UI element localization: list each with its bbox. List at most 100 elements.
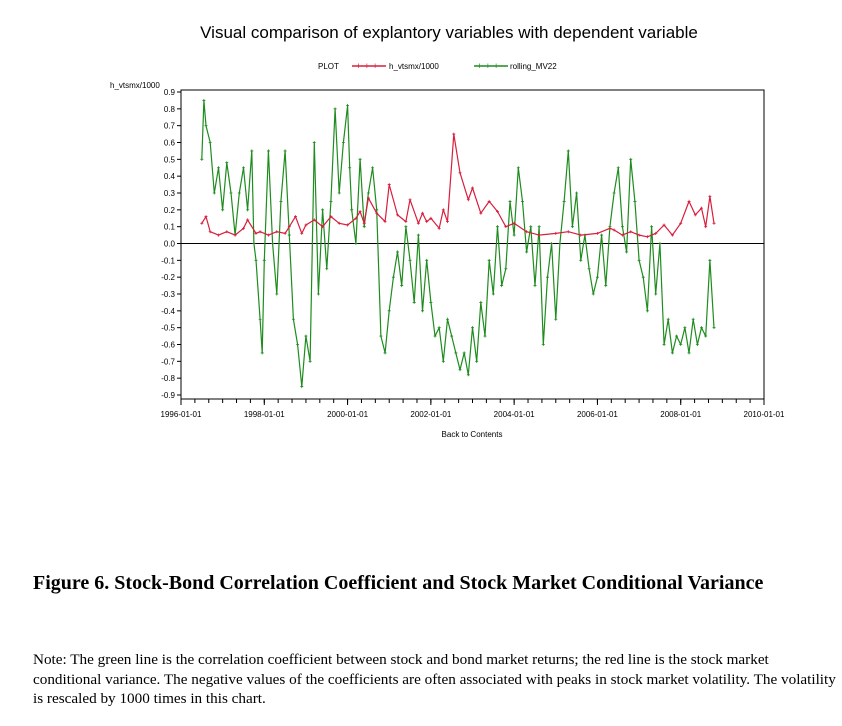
y-tick-label: -0.9 [161,391,175,400]
data-point [275,230,279,234]
data-point [704,225,708,229]
data-point [337,221,341,225]
data-point [479,211,483,215]
data-point [704,334,708,338]
data-point [458,171,462,175]
data-point [208,230,212,234]
data-point [629,230,633,234]
data-point [391,275,395,279]
data-point [487,199,491,203]
data-point [512,233,516,237]
data-point [666,317,670,321]
data-point [329,199,333,203]
data-point [275,292,279,296]
x-tick-label: 2006-01-01 [577,410,618,419]
data-point [545,275,549,279]
data-point [291,317,295,321]
legend-title: PLOT [318,62,339,71]
data-point [208,141,212,144]
data-point [408,258,412,262]
data-point [304,334,308,338]
data-point [604,284,608,288]
data-point [579,233,583,237]
x-tick-label: 2002-01-01 [410,410,451,419]
y-tick-label: 0.5 [164,155,176,164]
data-point [708,258,712,262]
data-point [252,242,256,245]
data-point [312,218,316,222]
plot-frame [180,89,765,400]
data-point [408,198,412,202]
data-point [412,300,416,304]
y-tick-label: 0.0 [164,240,176,249]
data-point [620,233,624,237]
data-point [333,107,337,111]
data-point [225,230,229,234]
data-point [366,196,370,200]
data-point [429,300,433,304]
data-point [271,242,275,245]
data-point [566,230,570,234]
data-point [287,225,291,229]
data-point [670,351,674,355]
legend-label-green: rolling_MV22 [510,62,557,71]
data-point [537,225,541,229]
y-tick-label: 0.4 [164,172,176,181]
data-point [350,208,354,212]
data-point [483,334,487,338]
data-point [452,132,456,136]
data-point [479,300,483,304]
x-tick-label: 2004-01-01 [494,410,535,419]
data-point [404,220,408,224]
data-point [625,250,629,254]
data-point [462,351,466,355]
x-tick-label: 2008-01-01 [660,410,701,419]
data-point [587,267,591,271]
data-point [246,218,250,222]
data-point [495,210,499,214]
data-point [504,267,508,271]
data-point [683,326,687,330]
data-point [446,220,450,224]
y-tick-label: -0.8 [161,374,175,383]
data-point [712,221,716,225]
data-point [375,208,379,212]
data-point [633,199,637,203]
data-point [591,292,595,296]
data-point [348,166,352,170]
data-point [304,223,308,227]
data-point [387,309,391,313]
data-point [396,250,400,254]
data-point [495,225,499,229]
data-point [475,359,479,363]
data-point [202,98,206,102]
data-point [612,191,616,195]
data-point [641,275,645,279]
y-tick-label: -0.7 [161,357,175,366]
data-point [216,166,220,170]
data-point [258,230,262,234]
y-axis: 0.9 0.8 0.7 0.6 0.5 0.4 0.3 0.2 0.1 0.0 -0.1 -0.2 -0… [161,88,181,400]
data-point [595,231,599,235]
data-point [441,359,445,363]
data-point [446,317,450,321]
data-point [662,223,666,227]
data-point [254,258,258,262]
x-axis: 1996-01-01 1998-01-01 2000-01-01 2002-01-01… [161,399,785,419]
data-point [450,334,454,338]
data-point [371,166,375,170]
figure-note: Note: The green line is the correlation … [33,651,836,707]
data-point [471,326,474,330]
data-point [358,157,362,161]
data-point [321,225,325,229]
data-point [279,199,283,203]
legend: PLOT +++ h_vtsmx/1000 +++ rolling_MV22 [318,61,557,71]
y-tick-label: -0.4 [161,307,175,316]
data-point [650,225,654,229]
data-point [454,351,458,355]
data-point [375,211,379,215]
data-point [237,191,241,195]
data-point [670,233,674,237]
y-tick-label: 0.9 [164,88,176,97]
data-point [679,221,683,225]
